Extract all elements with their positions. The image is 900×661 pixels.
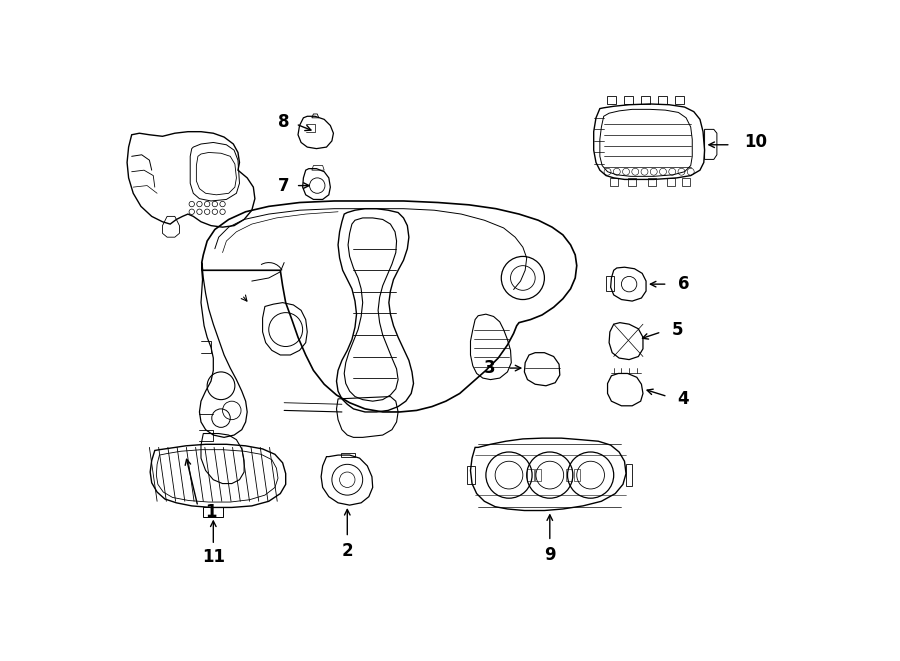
Text: 10: 10 xyxy=(744,134,768,151)
Text: 2: 2 xyxy=(341,541,353,560)
Text: 8: 8 xyxy=(278,112,290,131)
Text: 7: 7 xyxy=(278,176,290,194)
Text: 11: 11 xyxy=(202,548,225,566)
Text: 3: 3 xyxy=(484,359,496,377)
Text: 1: 1 xyxy=(205,503,217,521)
Text: 6: 6 xyxy=(679,275,690,293)
Text: 4: 4 xyxy=(677,390,688,408)
Text: 9: 9 xyxy=(544,546,555,564)
Text: 5: 5 xyxy=(672,321,684,338)
